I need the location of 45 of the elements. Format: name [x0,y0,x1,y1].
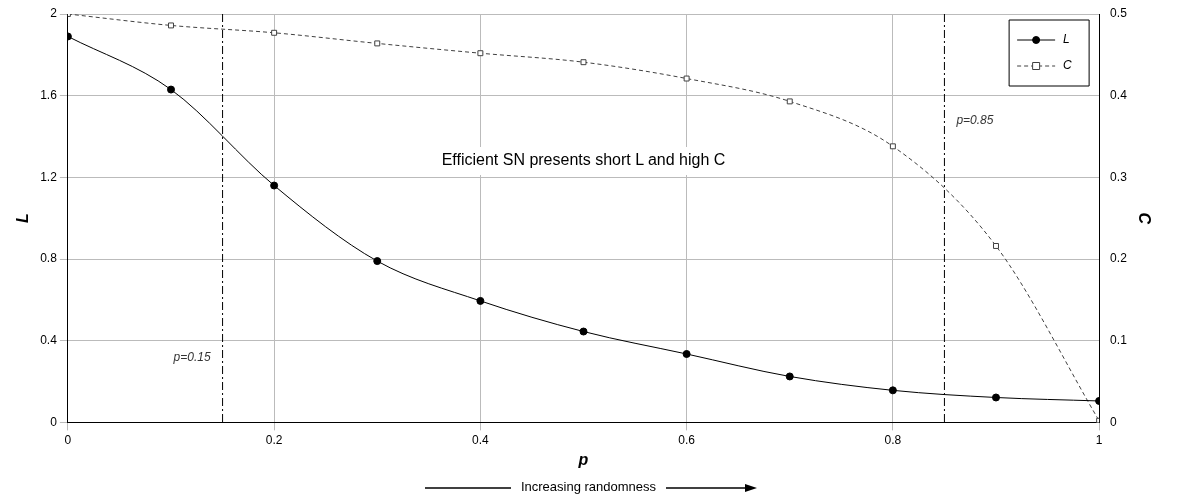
y-tick-label: 0.8 [40,251,58,266]
point [168,22,174,29]
text: Increasing randomness [510,479,667,494]
y2-tick-label: 0 [1110,414,1118,429]
y-tick-label: 1.6 [40,87,58,102]
y2-tick-label: 0.4 [1110,87,1128,102]
point [993,243,999,249]
y2-tick-label: 0.5 [1110,6,1128,21]
legend-label: L [1063,32,1070,47]
point [888,386,897,395]
x-tick-label: 1 [1095,432,1103,447]
y2-tick-label: 0.1 [1110,333,1128,348]
y-tick-label: 1.2 [40,169,58,184]
annotation: Efficient SN presents short L and high C [441,151,726,169]
point [579,327,588,336]
point [374,40,381,47]
x-tick-label: 0.4 [472,432,490,447]
point [271,29,278,36]
point [992,393,1000,402]
y-tick-label: 2 [50,6,58,21]
ref-line-label: p=0.85 [955,113,994,128]
y2-tick-label: 0.2 [1110,251,1128,266]
x-tick-label: 0.8 [884,432,902,447]
point [785,372,794,381]
ref-line-label: p=0.15 [172,350,211,365]
point [477,50,484,57]
y2-tick-label: 0.3 [1110,169,1128,184]
point [683,75,690,82]
x-axis-title: p [577,450,589,468]
x-tick-label: 0.2 [265,432,283,447]
point [682,349,691,358]
legend-label: C [1063,58,1073,73]
y-axis-title: L [14,213,32,224]
point [270,181,279,190]
y-tick-label: 0 [50,414,58,429]
x-tick-label: 0 [64,432,72,447]
point [580,59,587,66]
point [167,85,176,94]
point [476,296,485,305]
point [373,257,382,266]
y-tick-label: 0.4 [40,333,58,348]
x-tick-label: 0.6 [678,432,696,447]
y2-axis-title: C [1135,212,1153,225]
point [889,143,896,150]
point [786,98,793,105]
